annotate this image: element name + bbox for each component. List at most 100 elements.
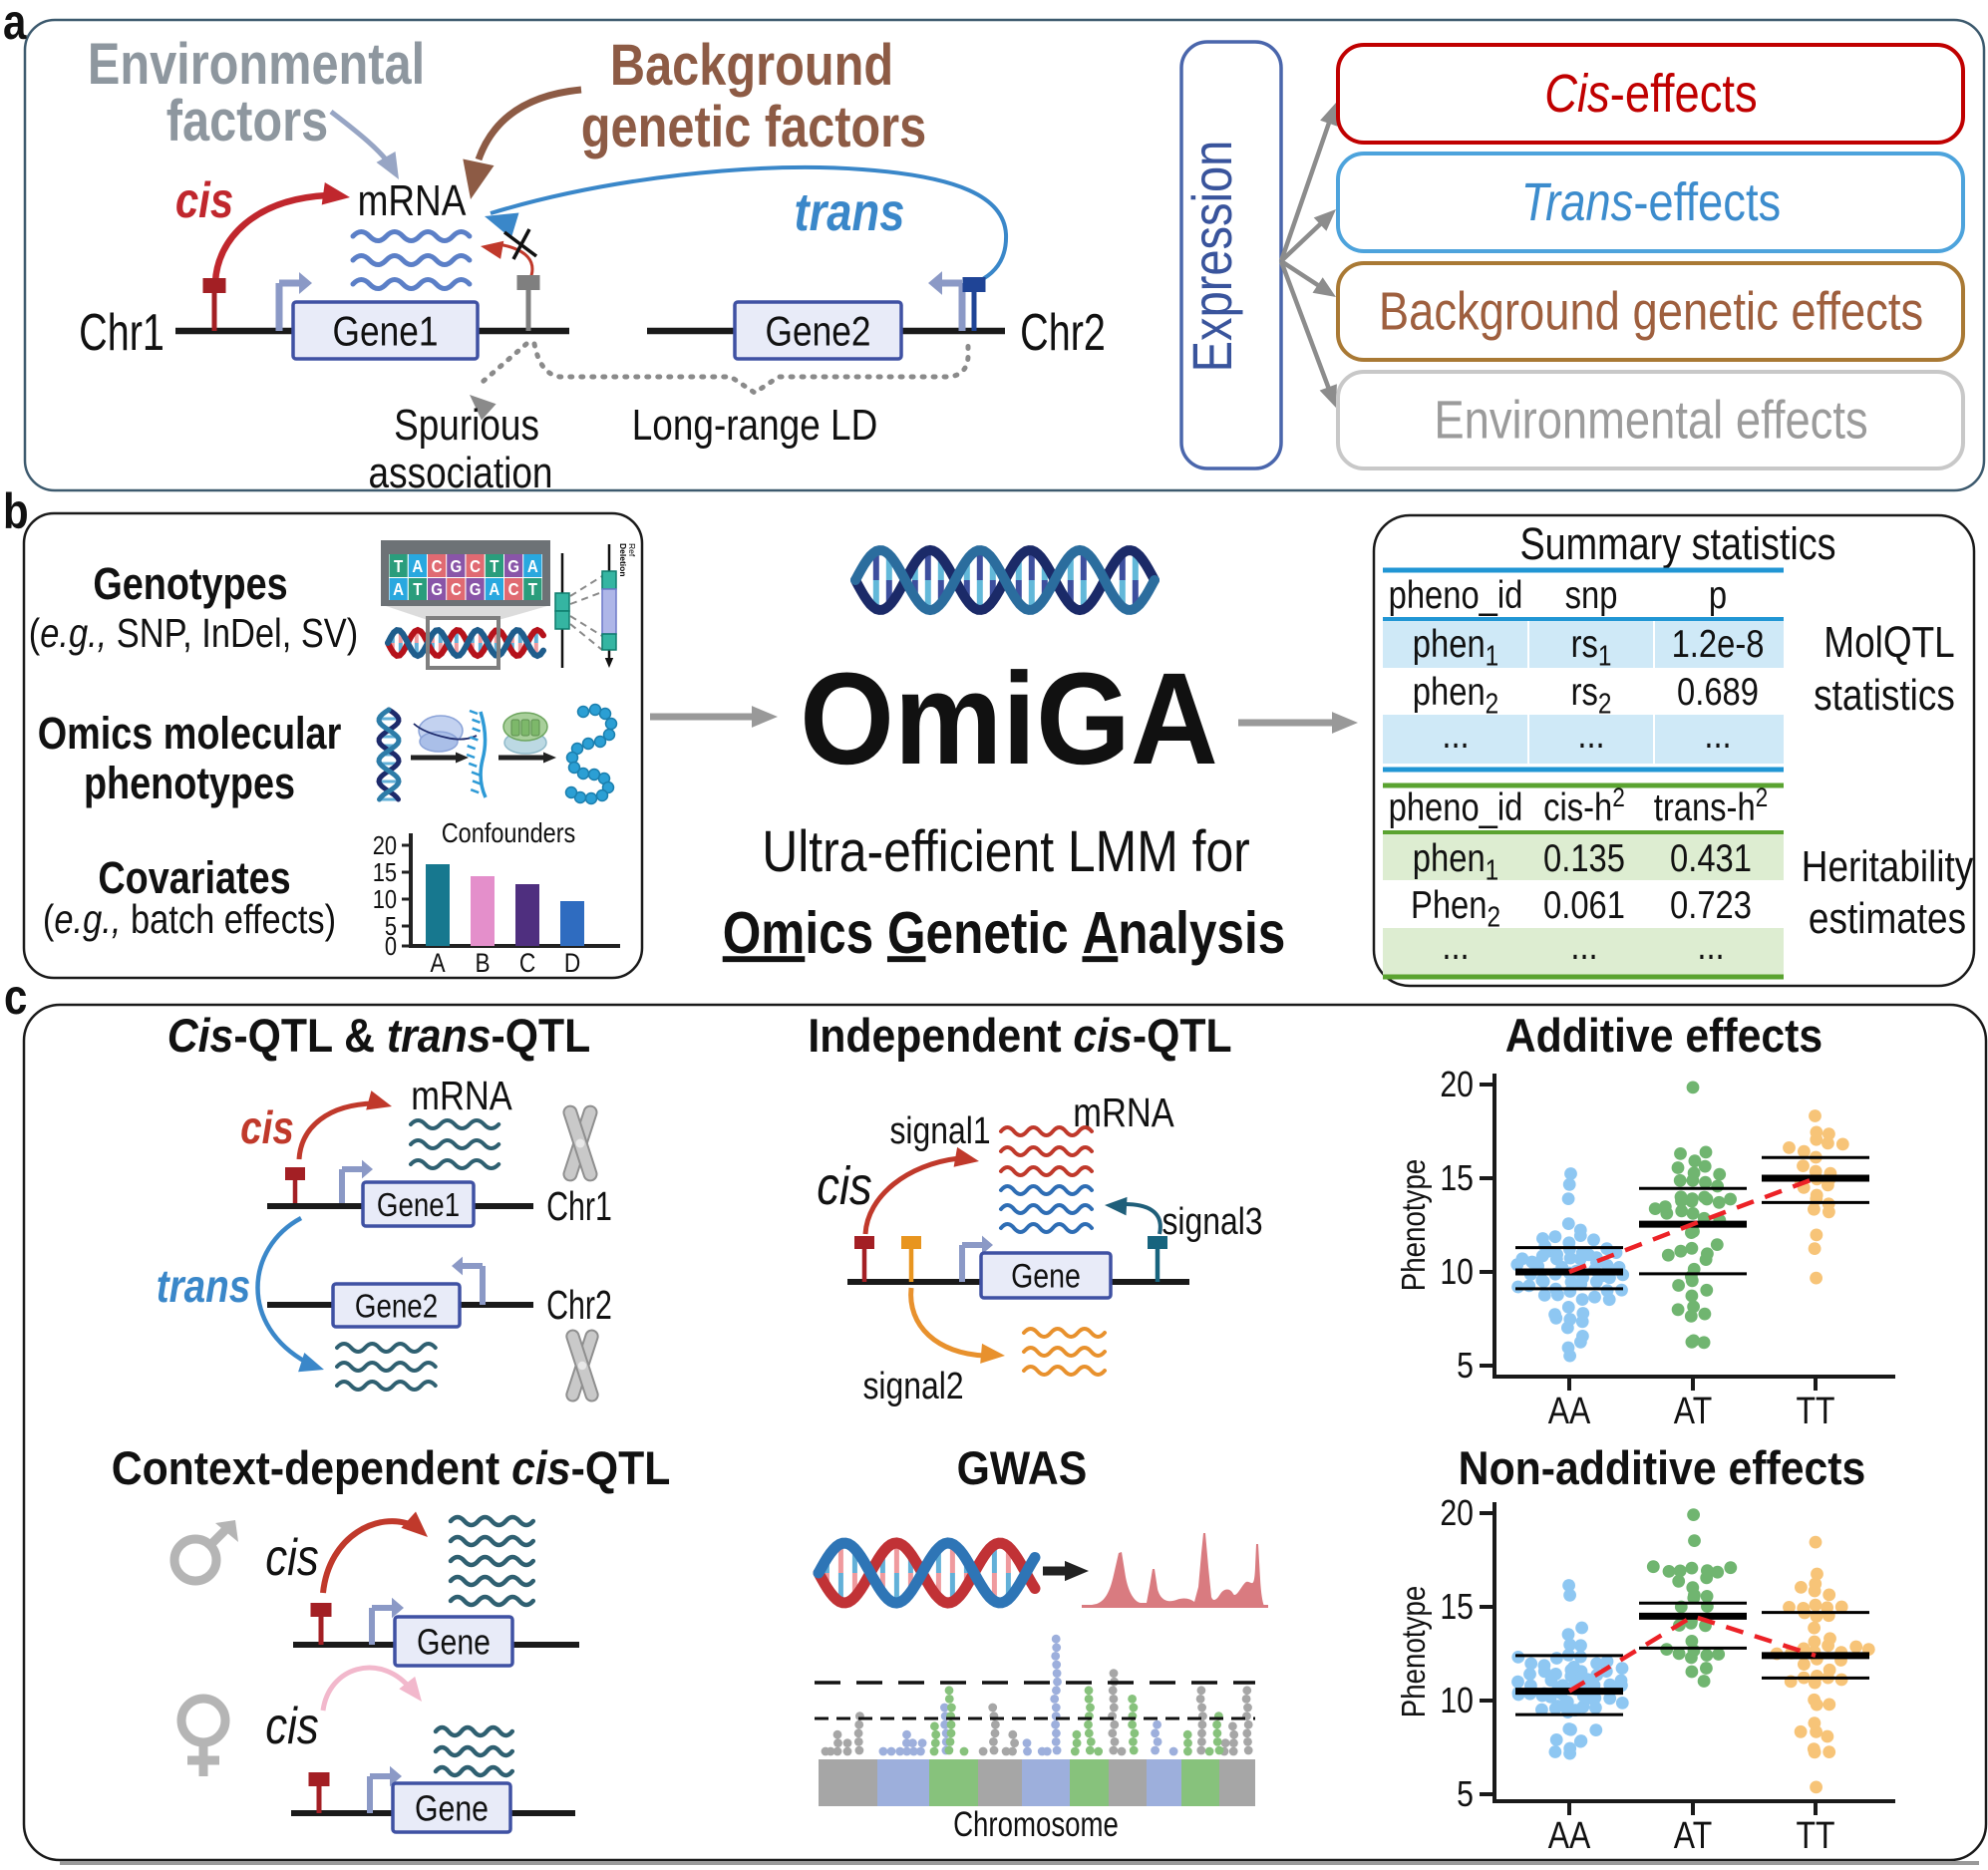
svg-text:Chr2: Chr2 bbox=[1020, 303, 1106, 362]
svg-text:trans: trans bbox=[157, 1261, 250, 1312]
svg-text:genetic factors: genetic factors bbox=[581, 96, 926, 159]
svg-text:OmiGA: OmiGA bbox=[800, 645, 1218, 791]
svg-text:Phenotype: Phenotype bbox=[1396, 1159, 1433, 1292]
svg-text:G: G bbox=[431, 579, 443, 600]
svg-text:(e.g., SNP, InDel, SV): (e.g., SNP, InDel, SV) bbox=[29, 611, 359, 656]
svg-text:0.723: 0.723 bbox=[1670, 882, 1752, 926]
svg-text:signal1: signal1 bbox=[889, 1109, 990, 1151]
svg-text:AT: AT bbox=[1674, 1814, 1712, 1856]
svg-text:Environmental effects: Environmental effects bbox=[1434, 390, 1867, 451]
svg-text:Background genetic effects: Background genetic effects bbox=[1379, 281, 1923, 342]
svg-text:Ultra-efficient LMM for: Ultra-efficient LMM for bbox=[762, 820, 1250, 884]
svg-text:a: a bbox=[3, 0, 27, 50]
svg-text:signal3: signal3 bbox=[1161, 1200, 1262, 1242]
svg-text:p: p bbox=[1709, 572, 1727, 616]
svg-text:cis: cis bbox=[817, 1155, 871, 1216]
svg-text:Context-dependent cis-QTL: Context-dependent cis-QTL bbox=[112, 1441, 671, 1494]
svg-text:Gene: Gene bbox=[1011, 1257, 1081, 1295]
svg-text:Gene2: Gene2 bbox=[766, 309, 871, 356]
svg-text:A: A bbox=[393, 579, 404, 600]
svg-text:Confounders: Confounders bbox=[442, 818, 576, 848]
svg-text:C: C bbox=[508, 579, 519, 600]
svg-text:0.431: 0.431 bbox=[1670, 835, 1752, 879]
svg-text:TT: TT bbox=[1797, 1390, 1835, 1431]
svg-text:cis: cis bbox=[240, 1102, 294, 1153]
svg-text:...: ... bbox=[1442, 712, 1469, 756]
svg-text:...: ... bbox=[1442, 923, 1469, 967]
svg-text:A: A bbox=[489, 579, 499, 600]
svg-text:Phenotype: Phenotype bbox=[1396, 1586, 1433, 1718]
svg-text:Cis-QTL & trans-QTL: Cis-QTL & trans-QTL bbox=[167, 1009, 590, 1062]
svg-text:20: 20 bbox=[1440, 1494, 1474, 1534]
svg-text:Gene: Gene bbox=[417, 1623, 491, 1663]
svg-text:Cis-effects: Cis-effects bbox=[1544, 63, 1757, 124]
svg-text:statistics: statistics bbox=[1814, 670, 1955, 720]
svg-text:Gene2: Gene2 bbox=[355, 1288, 438, 1325]
svg-text:T: T bbox=[528, 579, 537, 600]
svg-text:B: B bbox=[475, 948, 490, 978]
svg-text:c: c bbox=[4, 969, 27, 1025]
svg-text:C: C bbox=[519, 948, 535, 978]
svg-text:C: C bbox=[470, 556, 481, 577]
svg-text:5: 5 bbox=[1457, 1347, 1474, 1387]
svg-text:MolQTL: MolQTL bbox=[1823, 617, 1954, 667]
svg-text:Heritability: Heritability bbox=[1802, 841, 1974, 891]
svg-text:cis-h2: cis-h2 bbox=[1543, 782, 1625, 828]
svg-text:phen2: phen2 bbox=[1413, 669, 1498, 720]
svg-text:10: 10 bbox=[373, 885, 397, 914]
svg-text:0.135: 0.135 bbox=[1543, 835, 1625, 879]
svg-text:Omics molecular: Omics molecular bbox=[38, 708, 342, 759]
svg-text:...: ... bbox=[1570, 923, 1597, 967]
svg-text:phen1: phen1 bbox=[1413, 621, 1498, 672]
svg-text:0.689: 0.689 bbox=[1677, 669, 1759, 713]
svg-text:cis: cis bbox=[265, 1530, 318, 1587]
svg-text:Phen2: Phen2 bbox=[1411, 882, 1500, 933]
svg-text:Environmental: Environmental bbox=[88, 33, 425, 97]
svg-text:trans-h2: trans-h2 bbox=[1654, 782, 1769, 828]
svg-text:15: 15 bbox=[1440, 1588, 1474, 1628]
svg-text:5: 5 bbox=[1457, 1775, 1474, 1815]
svg-text:phenotypes: phenotypes bbox=[84, 758, 295, 808]
svg-text:Long-range LD: Long-range LD bbox=[632, 400, 878, 450]
svg-text:AT: AT bbox=[1674, 1390, 1712, 1431]
svg-text:5: 5 bbox=[385, 912, 397, 941]
svg-text:T: T bbox=[490, 556, 498, 577]
svg-text:A: A bbox=[527, 556, 538, 577]
svg-text:snp: snp bbox=[1565, 572, 1618, 616]
svg-text:Genotypes: Genotypes bbox=[93, 558, 287, 609]
svg-text:...: ... bbox=[1697, 923, 1724, 967]
svg-text:Expression: Expression bbox=[1180, 141, 1243, 373]
svg-text:Deletion: Deletion bbox=[618, 543, 628, 577]
svg-text:C: C bbox=[451, 579, 462, 600]
svg-text:0: 0 bbox=[385, 932, 397, 961]
svg-text:Gene1: Gene1 bbox=[333, 309, 439, 356]
svg-text:Chr2: Chr2 bbox=[546, 1281, 612, 1328]
svg-text:Summary statistics: Summary statistics bbox=[1519, 518, 1835, 569]
svg-text:Non-additive effects: Non-additive effects bbox=[1459, 1441, 1866, 1494]
svg-text:TT: TT bbox=[1797, 1814, 1835, 1856]
svg-text:Trans-effects: Trans-effects bbox=[1521, 171, 1781, 232]
svg-text:signal2: signal2 bbox=[862, 1365, 963, 1406]
svg-text:Additive effects: Additive effects bbox=[1505, 1009, 1822, 1062]
svg-text:pheno_id: pheno_id bbox=[1389, 572, 1523, 616]
svg-text:Spurious: Spurious bbox=[394, 400, 539, 450]
svg-text:mRNA: mRNA bbox=[358, 175, 468, 225]
svg-text:phen1: phen1 bbox=[1413, 835, 1498, 886]
svg-text:G: G bbox=[450, 556, 462, 577]
svg-text:Chromosome: Chromosome bbox=[953, 1804, 1119, 1844]
svg-text:Chr1: Chr1 bbox=[546, 1182, 612, 1229]
svg-text:factors: factors bbox=[166, 90, 328, 154]
svg-text:b: b bbox=[3, 483, 29, 539]
svg-text:D: D bbox=[564, 948, 580, 978]
svg-text:10: 10 bbox=[1440, 1253, 1474, 1293]
svg-text:estimates: estimates bbox=[1809, 893, 1966, 943]
svg-text:15: 15 bbox=[1440, 1159, 1474, 1199]
svg-text:A: A bbox=[430, 948, 445, 978]
svg-text:AA: AA bbox=[1548, 1390, 1591, 1431]
svg-text:G: G bbox=[507, 556, 519, 577]
svg-text:...: ... bbox=[1704, 712, 1731, 756]
svg-text:20: 20 bbox=[1440, 1066, 1474, 1105]
svg-text:association: association bbox=[369, 448, 553, 497]
svg-text:mRNA: mRNA bbox=[411, 1074, 512, 1118]
svg-text:trans: trans bbox=[795, 181, 905, 242]
